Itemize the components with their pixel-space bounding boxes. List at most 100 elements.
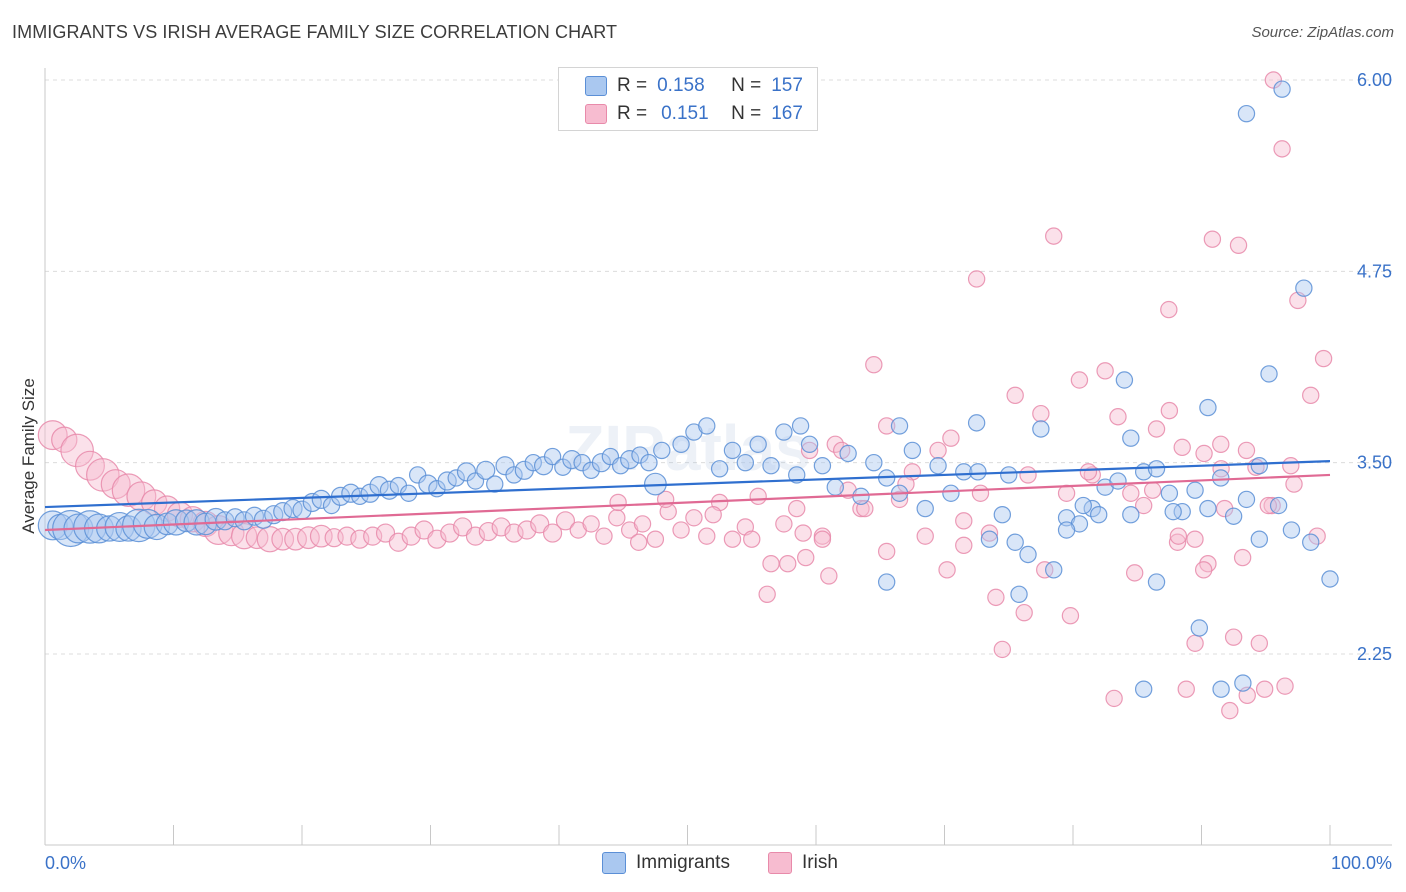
immigrants-point — [1295, 279, 1313, 297]
irish-point — [1032, 404, 1050, 423]
irish-point — [987, 588, 1005, 607]
immigrants-r-label: R = — [617, 75, 648, 96]
irish-point — [1221, 701, 1239, 720]
irish-point — [1019, 466, 1037, 484]
immigrants-point — [447, 469, 465, 487]
irish-point — [256, 526, 284, 553]
immigrants-point — [736, 453, 755, 472]
immigrants-point — [341, 483, 361, 503]
irish-point — [1105, 689, 1123, 708]
irish-point — [723, 530, 742, 548]
irish-point — [1229, 236, 1248, 255]
immigrants-point — [672, 435, 690, 453]
irish-point — [309, 524, 333, 548]
chart-source: Source: ZipAtlas.com — [1251, 24, 1394, 41]
immigrants-point — [710, 460, 729, 478]
irish-point — [967, 270, 986, 288]
immigrants-point — [1147, 573, 1166, 591]
irish-point — [271, 527, 295, 551]
irish-n-label: N = — [731, 103, 762, 124]
immigrants-point — [969, 463, 987, 481]
immigrants-point — [1164, 502, 1182, 521]
irish-point — [1273, 140, 1291, 158]
irish-legend-label: Irish — [802, 852, 838, 873]
irish-point — [555, 511, 576, 531]
immigrants-point — [1321, 570, 1339, 588]
irish-legend-swatch — [768, 852, 792, 874]
immigrants-point — [1032, 420, 1050, 438]
irish-point — [1122, 484, 1140, 502]
immigrants-point — [775, 423, 793, 441]
axes — [44, 68, 1392, 846]
irish-point — [971, 484, 990, 502]
irish-point — [1237, 441, 1256, 460]
immigrants-series — [37, 80, 1339, 698]
immigrants-point — [1237, 490, 1256, 509]
immigrants-legend-swatch — [602, 852, 626, 874]
immigrants-point — [1282, 521, 1301, 539]
immigrants-legend-label: Immigrants — [636, 852, 730, 873]
irish-trend-line — [44, 473, 1331, 532]
immigrants-point — [1147, 460, 1166, 478]
irish-swatch — [585, 104, 607, 124]
irish-point — [788, 499, 806, 518]
irish-point — [1070, 371, 1089, 389]
immigrants-point — [1010, 585, 1028, 604]
irish-point — [916, 527, 934, 545]
irish-point — [100, 469, 131, 500]
immigrants-point — [640, 453, 658, 472]
immigrants-point — [456, 462, 477, 482]
immigrants-point — [1109, 472, 1127, 490]
irish-point — [1147, 420, 1166, 438]
legend: R = 0.158 N = 157 R = 0.151 N = 167 — [558, 67, 818, 131]
irish-point — [1233, 548, 1252, 567]
chart-title: IMMIGRANTS VS IRISH AVERAGE FAMILY SIZE … — [12, 22, 618, 42]
irish-point — [794, 524, 812, 542]
immigrants-point — [800, 435, 819, 453]
immigrants-point — [437, 471, 457, 491]
irish-point — [1109, 408, 1127, 426]
irish-point — [1006, 386, 1024, 405]
immigrants-point — [1019, 545, 1037, 564]
irish-point — [1314, 349, 1333, 368]
immigrants-point — [1273, 80, 1291, 98]
irish-point — [60, 433, 94, 468]
irish-point — [800, 441, 819, 460]
irish-point — [595, 527, 613, 545]
immigrants-point — [916, 499, 934, 518]
legend-row-irish: R = 0.151 N = 167 — [585, 102, 803, 126]
irish-point — [1134, 496, 1153, 515]
immigrants-r-value: 0.158 — [657, 75, 705, 96]
immigrants-point — [1134, 680, 1153, 698]
irish-point — [1186, 634, 1204, 652]
irish-point — [993, 640, 1012, 659]
immigrants-point — [1122, 429, 1140, 447]
y-tick-label: 4.75 — [1357, 261, 1392, 281]
legend-row-immigrants: R = 0.158 N = 157 — [585, 74, 803, 98]
immigrants-point — [1115, 371, 1134, 389]
irish-point — [1302, 386, 1320, 405]
x-tick-label: 0.0% — [45, 853, 86, 873]
irish-point — [646, 530, 665, 548]
irish-point — [609, 493, 627, 512]
immigrants-point — [1045, 561, 1063, 579]
irish-point — [1168, 533, 1187, 551]
irish-point — [955, 512, 973, 530]
immigrants-point — [993, 506, 1012, 524]
irish-point — [1143, 481, 1162, 499]
irish-point — [813, 530, 832, 548]
immigrants-point — [1000, 466, 1018, 484]
irish-point — [797, 548, 815, 567]
immigrants-point — [115, 515, 142, 542]
irish-point — [1160, 401, 1179, 420]
bottom-legend-irish: Irish — [768, 852, 838, 874]
immigrants-point — [1212, 680, 1230, 698]
immigrants-point — [749, 435, 767, 453]
irish-point — [1255, 680, 1274, 698]
immigrants-point — [505, 466, 523, 484]
irish-point — [1212, 435, 1230, 453]
irish-point — [1036, 561, 1054, 579]
immigrants-point — [813, 457, 832, 475]
immigrants-point — [1199, 398, 1217, 417]
immigrants-point — [890, 417, 909, 435]
